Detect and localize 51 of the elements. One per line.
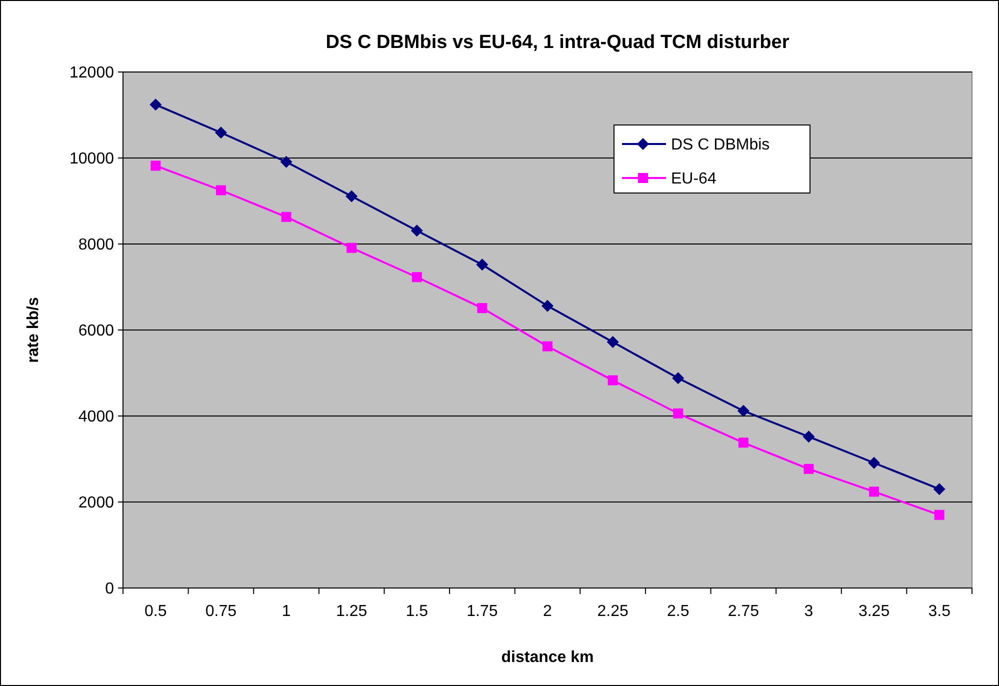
x-tick-label: 3.5 <box>928 603 951 620</box>
y-axis-title: rate kb/s <box>25 296 42 363</box>
point <box>346 190 358 202</box>
legend-label: DS C DBMbis <box>671 136 770 154</box>
x-tick-label: 1.5 <box>406 603 428 620</box>
point <box>477 303 488 314</box>
y-tick-label: 12000 <box>70 64 114 82</box>
x-tick-label: 3.25 <box>858 603 890 620</box>
y-tick-label: 6000 <box>78 322 114 340</box>
y-tick-label: 2000 <box>78 494 114 512</box>
point <box>150 98 162 111</box>
point <box>280 156 292 168</box>
point <box>606 336 619 348</box>
point <box>281 212 292 222</box>
point <box>476 258 488 271</box>
x-tick-label: 1 <box>282 603 291 620</box>
point <box>150 160 161 171</box>
point <box>672 372 684 384</box>
y-tick-label: 8000 <box>78 236 114 254</box>
point <box>216 185 226 196</box>
x-tick-label: 1.75 <box>466 603 498 620</box>
x-tick-label: 0.75 <box>205 603 237 620</box>
chart-title: DS C DBMbis vs EU-64, 1 intra-Quad TCM disturber <box>326 32 790 53</box>
x-tick-label: 2.25 <box>597 603 628 620</box>
y-tick-label: 0 <box>105 580 114 598</box>
point <box>542 341 552 352</box>
point <box>934 510 944 520</box>
point <box>738 438 748 448</box>
x-tick-label: 2.5 <box>666 603 690 620</box>
x-tick-label: 3 <box>804 603 814 620</box>
x-tick-label: 0.5 <box>144 603 167 620</box>
point <box>869 486 880 497</box>
x-tick-label: 2 <box>543 603 552 620</box>
point <box>214 126 227 139</box>
point <box>933 483 946 496</box>
point <box>346 242 357 253</box>
point <box>802 430 815 443</box>
point <box>673 408 684 418</box>
point <box>868 456 880 469</box>
x-tick-label: 1.25 <box>336 603 368 620</box>
x-tick-label: 2.75 <box>728 603 760 620</box>
point <box>737 404 750 417</box>
point <box>804 464 814 474</box>
y-tick-label: 10000 <box>70 150 114 168</box>
point <box>608 375 618 386</box>
x-axis-title: distance km <box>501 649 594 666</box>
point <box>542 300 554 312</box>
y-tick-label: 4000 <box>78 408 114 426</box>
point <box>412 272 422 282</box>
point <box>410 224 423 237</box>
legend-label: EU-64 <box>671 170 716 188</box>
